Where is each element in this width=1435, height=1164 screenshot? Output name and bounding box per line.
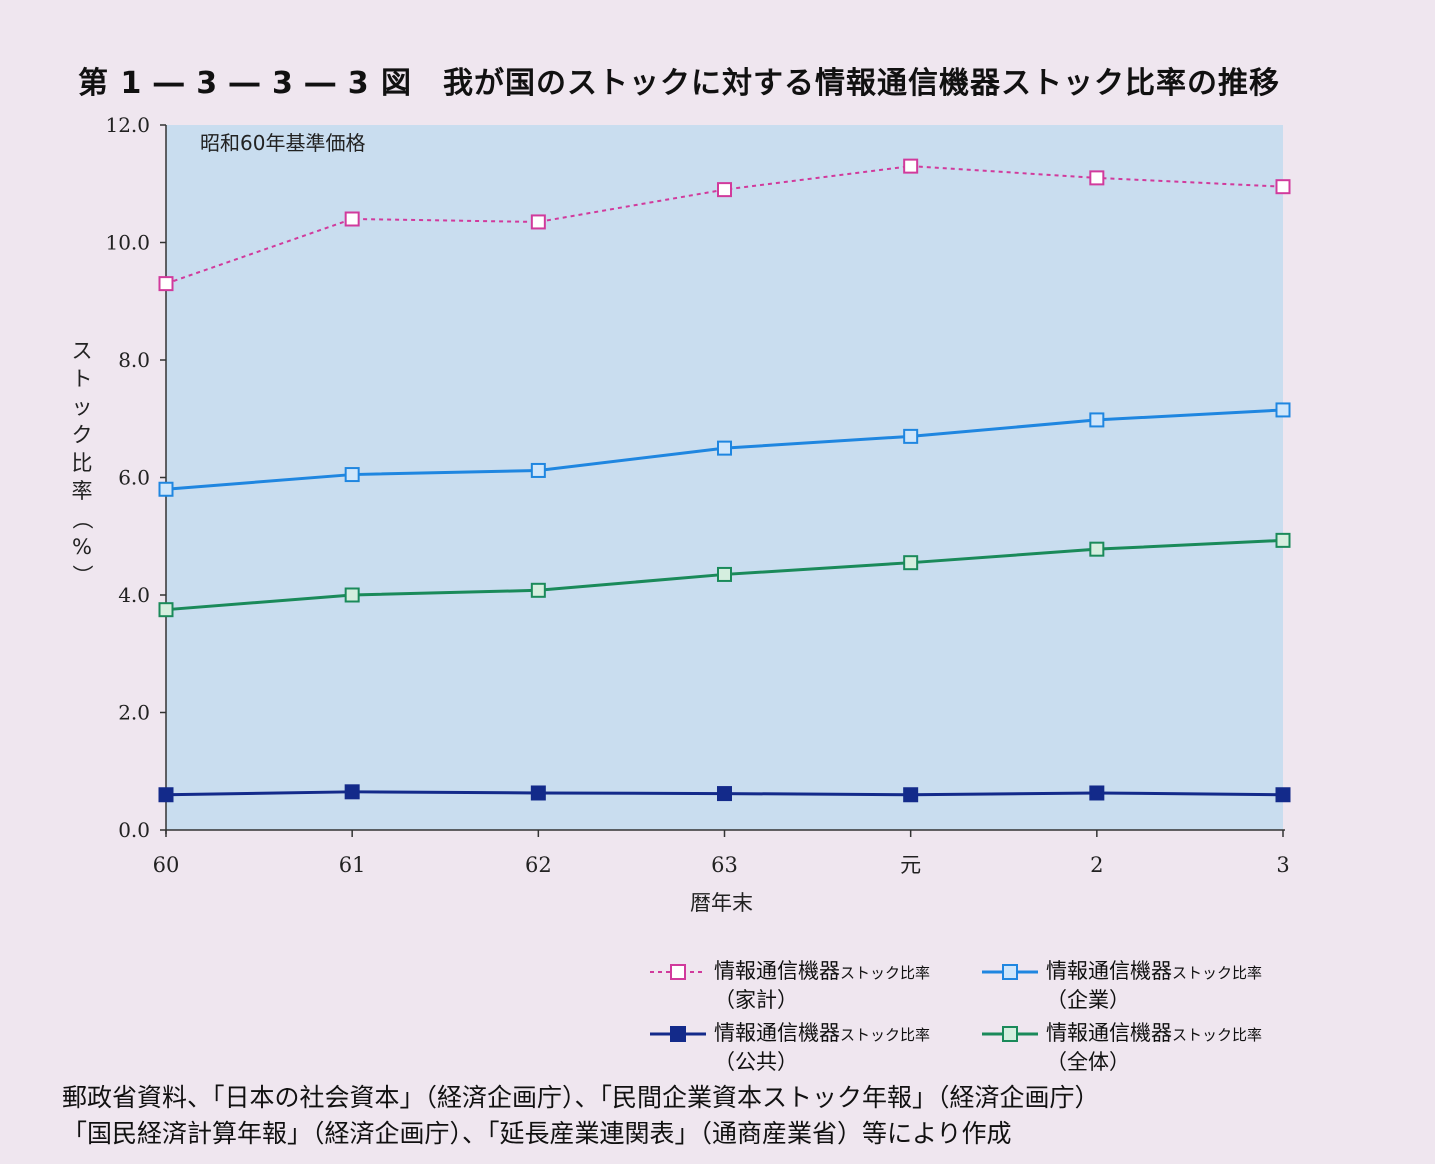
legend-small: ストック比率 bbox=[1172, 1026, 1263, 1044]
y-tick-label: 6.0 bbox=[118, 466, 150, 490]
x-tick-label: 2 bbox=[1090, 853, 1103, 877]
legend-main: 情報通信機器 bbox=[714, 1021, 840, 1045]
y-axis-title-char: 比 bbox=[72, 451, 93, 475]
y-tick-label: 8.0 bbox=[118, 348, 150, 372]
legend-main: 情報通信機器 bbox=[1046, 959, 1172, 983]
y-tick-label: 12.0 bbox=[105, 113, 150, 137]
line-chart: 0.0 2.0 4.0 6.0 8.0 10.0 12.0 60 61 62 63 元 2 3 暦年末 ストッ… bbox=[70, 113, 1291, 915]
x-tick-label: 62 bbox=[525, 853, 552, 877]
x-tick-label: 63 bbox=[711, 853, 738, 877]
data-point-public bbox=[903, 787, 919, 803]
y-axis-title-char: ） bbox=[70, 565, 94, 586]
data-point-total bbox=[1275, 532, 1291, 548]
data-point-public bbox=[1089, 785, 1105, 801]
y-axis-title-char: 率 bbox=[72, 479, 93, 503]
legend-swatch-enterprise bbox=[982, 964, 1038, 980]
data-point-household bbox=[1275, 179, 1291, 195]
x-tick-label: 3 bbox=[1276, 853, 1289, 877]
legend-item-household: 情報通信機器ストック比率 （家計） bbox=[648, 958, 978, 1014]
source-line-2: 「国民経済計算年報」（経済企画庁）、「延長産業連関表」（通商産業省）等により作成 bbox=[62, 1119, 1012, 1148]
legend-item-total: 情報通信機器ストック比率 （全体） bbox=[980, 1020, 1310, 1076]
legend-small: ストック比率 bbox=[840, 1026, 931, 1044]
x-tick-label: 61 bbox=[339, 853, 366, 877]
legend-swatch-public bbox=[650, 1026, 706, 1042]
data-point-public bbox=[344, 784, 360, 800]
legend-item-enterprise: 情報通信機器ストック比率 （企業） bbox=[980, 958, 1310, 1014]
x-tick-label: 60 bbox=[153, 853, 180, 877]
y-axis-title-char: ッ bbox=[72, 395, 93, 419]
data-point-enterprise bbox=[530, 462, 546, 478]
legend-small: ストック比率 bbox=[840, 964, 931, 982]
legend-sub: （企業） bbox=[1046, 988, 1130, 1012]
data-point-total bbox=[344, 587, 360, 603]
y-axis-title-char: ト bbox=[72, 367, 93, 391]
data-point-household bbox=[158, 276, 174, 292]
data-point-total bbox=[530, 582, 546, 598]
legend-swatch-total bbox=[982, 1026, 1038, 1042]
data-point-total bbox=[717, 566, 732, 582]
data-point-total bbox=[1089, 541, 1105, 557]
y-tick-label: 0.0 bbox=[118, 818, 150, 842]
data-point-total bbox=[903, 555, 919, 571]
legend-item-public: 情報通信機器ストック比率 （公共） bbox=[648, 1020, 978, 1076]
data-point-public bbox=[717, 786, 732, 802]
data-point-household bbox=[344, 211, 360, 227]
data-point-public bbox=[1275, 787, 1291, 803]
legend-small: ストック比率 bbox=[1172, 964, 1263, 982]
legend-swatch-household bbox=[650, 964, 706, 980]
y-tick-label: 2.0 bbox=[118, 701, 150, 725]
data-point-total bbox=[158, 602, 174, 618]
x-axis-title: 暦年末 bbox=[690, 891, 753, 915]
data-point-household bbox=[717, 182, 732, 198]
legend-main: 情報通信機器 bbox=[714, 959, 840, 983]
legend-sub: （全体） bbox=[1046, 1050, 1130, 1074]
legend-sub: （家計） bbox=[714, 988, 798, 1012]
x-tick-label: 元 bbox=[900, 853, 921, 877]
data-point-public bbox=[158, 787, 174, 803]
source-line-1: 郵政省資料、「日本の社会資本」（経済企画庁）、「民間企業資本ストック年報」（経済… bbox=[62, 1083, 1100, 1112]
y-axis-title-char: ス bbox=[72, 339, 93, 363]
y-axis-title-char: ク bbox=[72, 423, 93, 447]
data-point-household bbox=[1089, 170, 1105, 186]
figure-title: 第 1 ― 3 ― 3 ― 3 図 我が国のストックに対する情報通信機器ストック… bbox=[78, 66, 1281, 101]
chart-annotation: 昭和60年基準価格 bbox=[200, 131, 365, 155]
y-tick-label: 4.0 bbox=[118, 583, 150, 607]
data-point-enterprise bbox=[903, 428, 919, 444]
y-axis-title-char: % bbox=[72, 535, 92, 559]
data-point-household bbox=[903, 158, 919, 174]
data-point-public bbox=[530, 785, 546, 801]
y-tick-label: 10.0 bbox=[105, 231, 150, 255]
data-point-enterprise bbox=[1089, 412, 1105, 428]
data-point-enterprise bbox=[717, 440, 732, 456]
data-point-enterprise bbox=[344, 467, 360, 483]
data-point-enterprise bbox=[1275, 402, 1291, 418]
legend: 情報通信機器ストック比率 （家計） 情報通信機器ストック比率 （企業） 情報通信… bbox=[648, 958, 1328, 1078]
data-point-enterprise bbox=[158, 481, 174, 497]
data-point-household bbox=[530, 214, 546, 230]
y-axis-title-char: （ bbox=[70, 509, 94, 530]
legend-main: 情報通信機器 bbox=[1046, 1021, 1172, 1045]
source-note: 郵政省資料、「日本の社会資本」（経済企画庁）、「民間企業資本ストック年報」（経済… bbox=[62, 1080, 1382, 1152]
legend-sub: （公共） bbox=[714, 1050, 798, 1074]
